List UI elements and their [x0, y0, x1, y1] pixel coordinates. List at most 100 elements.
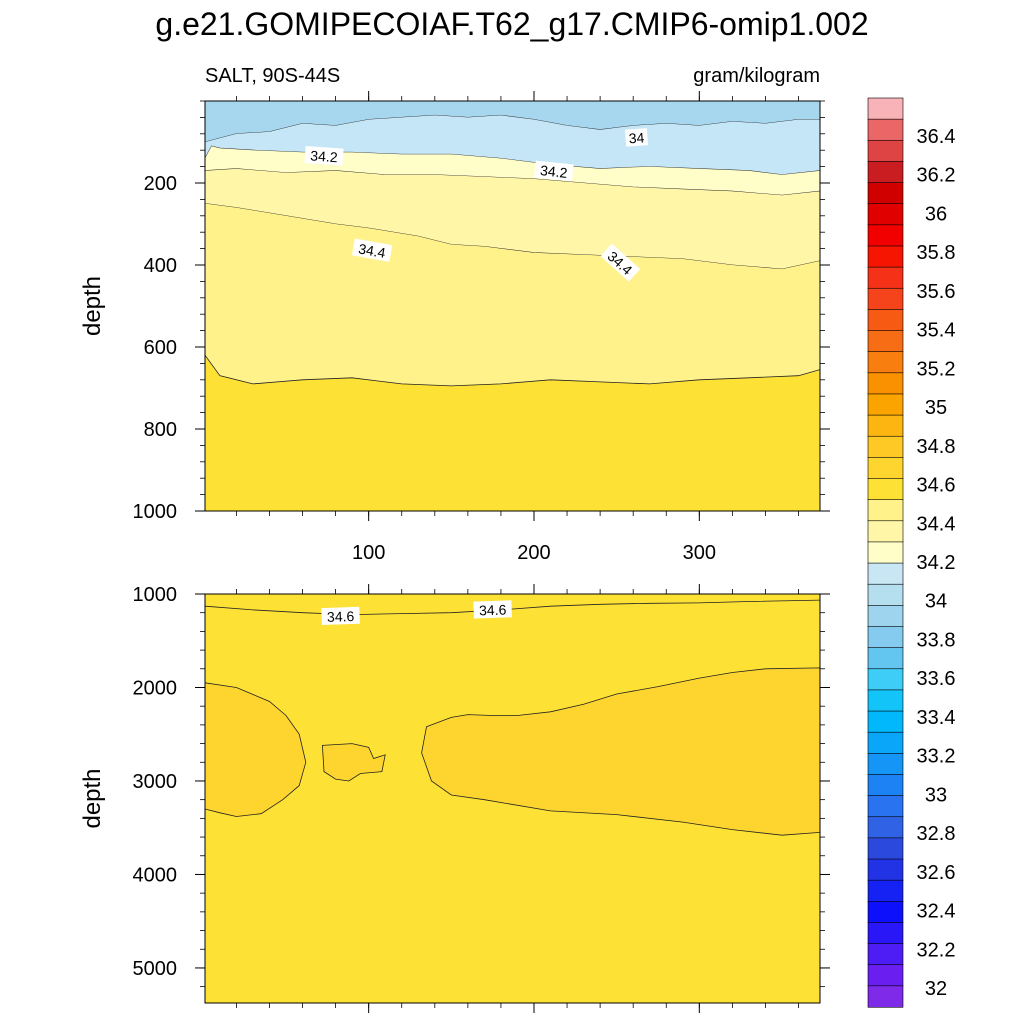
colorbar-swatch	[867, 668, 904, 691]
y-tick-label: 1000	[133, 501, 178, 523]
colorbar-swatch	[867, 964, 904, 987]
contour-line-4	[205, 354, 820, 387]
contour-band-2	[205, 146, 820, 196]
contour-label-text: 34.6	[479, 601, 507, 618]
x-tick-label: 200	[517, 542, 550, 564]
contour-label-bg	[351, 238, 393, 262]
colorbar-swatch	[867, 922, 904, 945]
colorbar-label: 33.8	[917, 630, 956, 652]
contour-label-text: 34.6	[327, 608, 355, 625]
x-tick-label: 100	[352, 542, 385, 564]
colorbar-swatch	[867, 837, 904, 860]
colorbar-label: 33	[925, 784, 947, 806]
colorbar-label: 34.8	[917, 436, 956, 458]
colorbar: 32 32.2 32.4 32.6 32.8 33 33.2 33.4 33.6 33.8 34 34…	[867, 97, 956, 1008]
colorbar-swatch	[867, 605, 904, 628]
colorbar-label: 34.4	[917, 513, 956, 535]
contour-region-1	[321, 743, 386, 782]
colorbar-swatch	[867, 478, 904, 501]
y-axis-label: depth	[79, 276, 106, 336]
contour-label-text: 34.2	[539, 162, 568, 181]
chart-title: g.e21.GOMIPECOIAF.T62_g17.CMIP6-omip1.00…	[155, 6, 868, 42]
colorbar-label: 35	[925, 397, 947, 419]
colorbar-swatch	[867, 393, 904, 416]
colorbar-label: 35.4	[917, 320, 956, 342]
y-tick-label: 600	[144, 337, 177, 359]
colorbar-swatch	[867, 139, 904, 163]
colorbar-swatch	[867, 161, 904, 184]
panel-lower: 34.6 34.6 1000 2000 3000 4000 5000 depth	[79, 584, 830, 1013]
colorbar-swatch	[867, 520, 904, 543]
contour-label-bg	[321, 606, 360, 626]
contour-label-bg	[473, 600, 512, 619]
contour-label-bg	[304, 145, 344, 166]
colorbar-label: 36	[925, 204, 947, 226]
y-tick-label: 2000	[133, 677, 178, 699]
colorbar-swatch	[867, 774, 904, 797]
colorbar-label: 32.4	[917, 901, 956, 923]
colorbar-swatch	[867, 182, 904, 205]
chart-subtitle-variable: SALT, 90S-44S	[205, 65, 340, 87]
colorbar-swatch	[867, 309, 904, 332]
colorbar-swatch	[867, 499, 904, 522]
contour-label-1: 34.6	[473, 600, 512, 619]
colorbar-label: 35.2	[917, 358, 956, 380]
chart-subtitle-units: gram/kilogram	[693, 65, 820, 87]
contour-label-bg	[624, 128, 649, 147]
colorbar-swatch	[867, 372, 904, 395]
colorbar-label: 33.4	[917, 707, 956, 729]
colorbar-swatch	[867, 731, 904, 754]
y-tick-label: 800	[144, 419, 177, 441]
colorbar-label: 36.2	[917, 165, 956, 187]
y-tick-label: 3000	[133, 771, 178, 793]
contour-band-1	[205, 115, 820, 175]
panel-plot-area: 34.6 34.6	[205, 594, 820, 1003]
y-tick-label: 400	[144, 255, 177, 277]
contour-region-2	[421, 667, 820, 836]
contour-label-0: 34.6	[321, 606, 360, 626]
colorbar-label: 36.4	[917, 126, 956, 148]
colorbar-label: 35.6	[917, 281, 956, 303]
colorbar-label: 33.6	[917, 668, 956, 690]
contour-label-1: 34.2	[534, 160, 574, 182]
colorbar-label: 32.2	[917, 939, 956, 961]
contour-label-bg	[534, 160, 574, 182]
contour-label-3: 34.4	[351, 238, 393, 262]
colorbar-swatch	[867, 626, 904, 649]
colorbar-swatch	[867, 414, 904, 437]
colorbar-label: 32.6	[917, 862, 956, 884]
y-tick-label: 200	[144, 173, 177, 195]
contour-label-text: 34.2	[310, 147, 339, 165]
colorbar-swatch	[867, 435, 904, 458]
colorbar-swatch	[867, 97, 904, 120]
colorbar-swatch	[867, 647, 904, 670]
colorbar-swatch	[867, 985, 904, 1008]
panel-frame	[204, 593, 821, 1004]
contour-label-bg	[600, 243, 641, 282]
contour-band-0	[205, 101, 820, 142]
colorbar-swatch	[867, 562, 904, 585]
colorbar-swatch	[867, 118, 904, 141]
colorbar-swatch	[867, 710, 904, 733]
contour-label-2: 34	[624, 128, 649, 147]
colorbar-swatch	[867, 858, 904, 881]
colorbar-label: 34.2	[917, 552, 956, 574]
colorbar-swatch	[867, 879, 904, 902]
contour-label-text: 34	[628, 129, 645, 146]
colorbar-swatch	[867, 900, 904, 924]
colorbar-label: 32	[925, 978, 947, 1000]
colorbar-swatch	[867, 795, 904, 818]
contour-band-3	[205, 168, 820, 270]
colorbar-label: 35.8	[917, 242, 956, 264]
colorbar-swatch	[867, 287, 904, 311]
colorbar-label: 34	[925, 591, 947, 613]
contour-label-text: 34.4	[357, 240, 387, 261]
colorbar-label: 34.6	[917, 475, 956, 497]
colorbar-swatch	[867, 753, 904, 776]
colorbar-swatch	[867, 351, 904, 374]
colorbar-swatch	[867, 457, 904, 480]
contour-label-0: 34.2	[304, 145, 344, 166]
